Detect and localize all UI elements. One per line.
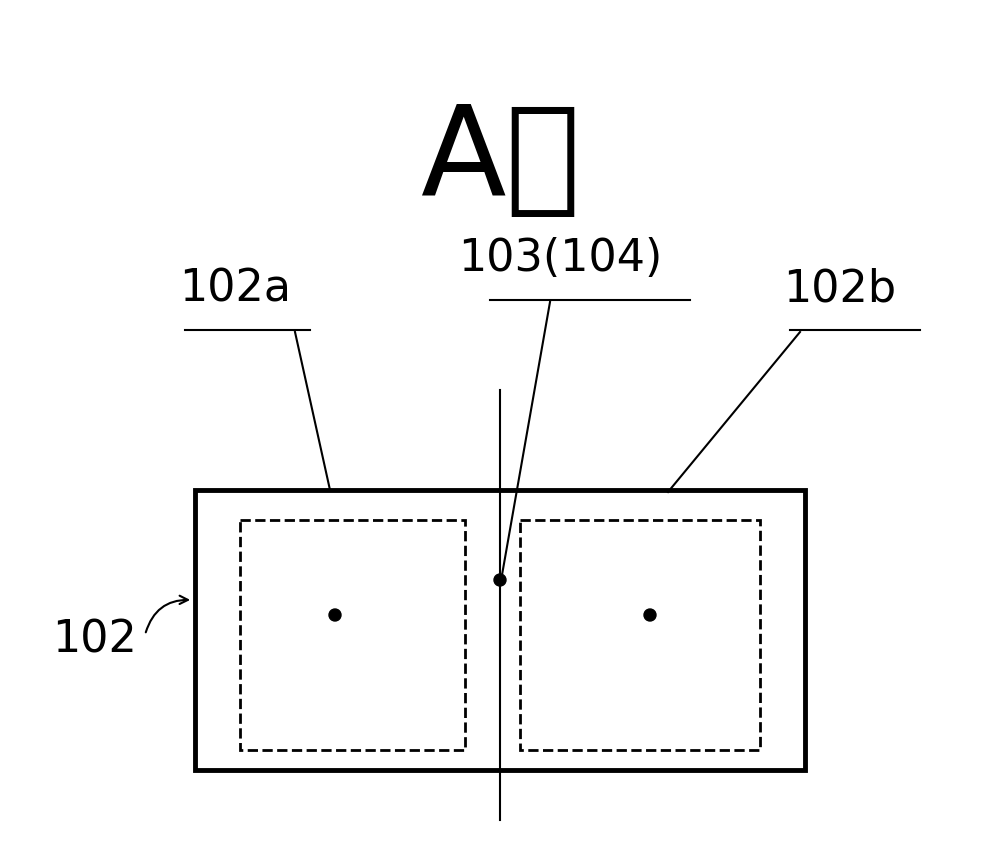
Circle shape xyxy=(329,609,341,621)
Text: 102b: 102b xyxy=(783,267,897,310)
Bar xyxy=(195,490,805,770)
Bar xyxy=(520,520,760,750)
Text: A向: A向 xyxy=(420,100,580,221)
Text: 102a: 102a xyxy=(179,267,291,310)
Text: 102: 102 xyxy=(53,618,137,661)
Circle shape xyxy=(494,574,506,586)
Bar xyxy=(240,520,465,750)
Circle shape xyxy=(644,609,656,621)
Text: 103(104): 103(104) xyxy=(458,237,662,280)
